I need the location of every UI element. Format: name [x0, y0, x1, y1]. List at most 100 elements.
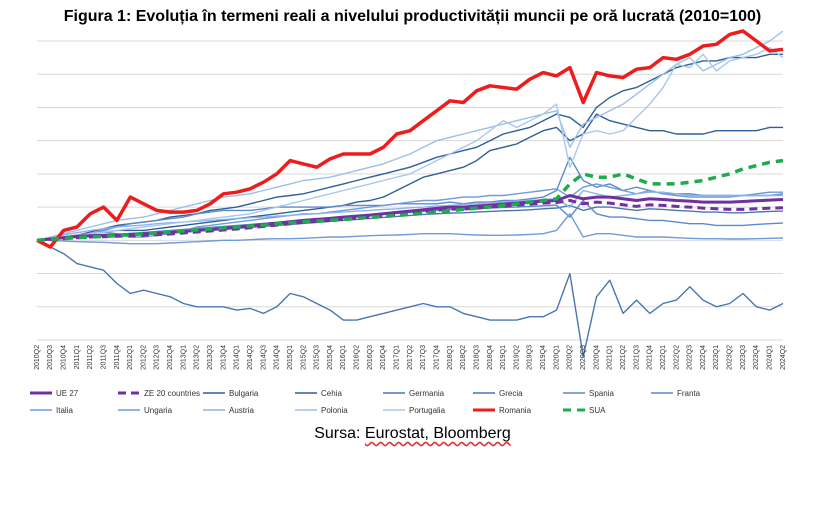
legend-item: SUA — [563, 406, 606, 415]
x-tick-label: 2016Q2 — [354, 345, 361, 370]
gridlines — [37, 40, 783, 341]
x-tick-label: 2023Q1 — [713, 345, 720, 370]
x-tick-label: 2011Q3 — [100, 345, 107, 369]
x-tick-label: 2024Q2 — [780, 345, 787, 370]
x-tick-label: 2013Q1 — [180, 345, 187, 370]
legend-label: Cehia — [321, 389, 342, 398]
x-tick-label: 2010Q3 — [47, 345, 54, 370]
x-tick-label: 2010Q2 — [34, 345, 41, 370]
legend-label: SUA — [589, 406, 606, 415]
x-tick-label: 2017Q3 — [420, 345, 427, 370]
legend-item: Polonia — [295, 406, 348, 415]
source-prefix: Sursa: — [314, 425, 365, 442]
x-tick-label: 2021Q3 — [633, 345, 640, 370]
x-tick-label: 2024Q1 — [767, 345, 774, 370]
legend-label: Romania — [499, 406, 532, 415]
legend-item: Germania — [383, 389, 445, 398]
x-tick-label: 2015Q2 — [300, 345, 307, 370]
x-tick-label: 2017Q2 — [407, 345, 414, 370]
x-tick-label: 2019Q1 — [500, 345, 507, 370]
legend-item: Bulgaria — [203, 389, 259, 398]
x-tick-label: 2012Q4 — [167, 345, 174, 370]
series-line-grecia — [36, 239, 784, 358]
x-tick-label: 2021Q2 — [620, 345, 627, 370]
x-tick-label: 2014Q1 — [234, 345, 241, 370]
x-tick-label: 2014Q3 — [260, 345, 267, 370]
legend-label: Ungaria — [144, 406, 173, 415]
series-line-sua — [36, 158, 784, 243]
x-tick-label: 2018Q4 — [487, 345, 494, 370]
legend-label: Spania — [589, 389, 614, 398]
legend-item: Ungaria — [118, 406, 173, 415]
legend-item: Cehia — [295, 389, 342, 398]
series-line-portugalia — [36, 46, 784, 241]
x-tick-label: 2018Q2 — [460, 345, 467, 370]
legend-item: Spania — [563, 389, 614, 398]
series-line-ze-20-countries — [36, 199, 784, 242]
x-tick-label: 2021Q1 — [607, 345, 614, 370]
x-tick-label: 2020Q1 — [553, 345, 560, 370]
x-tick-label: 2011Q4 — [114, 345, 121, 369]
series-line-italia — [37, 213, 784, 245]
series-line-polonia — [36, 30, 784, 241]
legend-label: Franta — [677, 389, 701, 398]
x-tick-label: 2013Q4 — [220, 345, 227, 370]
legend-label: Bulgaria — [229, 389, 259, 398]
x-tick-label: 2020Q2 — [567, 345, 574, 370]
x-tick-label: 2023Q4 — [753, 345, 760, 370]
legend-item: UE 27 — [30, 389, 79, 398]
x-tick-label: 2022Q2 — [673, 345, 680, 370]
legend-item: Portugalia — [383, 406, 446, 415]
legend-label: Polonia — [321, 406, 348, 415]
series-line-romania — [36, 29, 784, 249]
x-tick-label: 2020Q3 — [580, 345, 587, 370]
x-tick-label: 2011Q2 — [87, 345, 94, 369]
series-line-austria — [36, 189, 783, 241]
x-tick-label: 2016Q3 — [367, 345, 374, 370]
x-axis-ticks: 2010Q2 2010Q3 2010Q4 2011Q1 2011Q2 2011Q3 2011… — [34, 345, 787, 370]
legend-label: Austria — [229, 406, 254, 415]
legend-label: Germania — [409, 389, 445, 398]
x-tick-label: 2018Q3 — [473, 345, 480, 370]
x-tick-label: 2023Q2 — [727, 345, 734, 370]
x-tick-label: 2017Q1 — [394, 345, 401, 370]
series-line-cehia — [36, 113, 783, 241]
legend-label: Italia — [56, 406, 73, 415]
x-tick-label: 2020Q4 — [593, 345, 600, 370]
x-tick-label: 2014Q2 — [247, 345, 254, 370]
x-tick-label: 2011Q1 — [74, 345, 81, 369]
legend-label: Portugalia — [409, 406, 446, 415]
x-tick-label: 2022Q4 — [700, 345, 707, 370]
x-tick-label: 2010Q4 — [60, 345, 67, 370]
source-text: Eurostat, Bloomberg — [364, 425, 511, 442]
chart-title: Figura 1: Evoluția în termeni reali a ni… — [63, 8, 762, 25]
x-tick-label: 2016Q1 — [340, 345, 347, 370]
legend-item: ZE 20 countries — [118, 389, 200, 398]
series-line-ue-27 — [36, 194, 784, 242]
legend-item: Italia — [30, 406, 73, 415]
legend: UE 27 ZE 20 countries Bulgaria Cehia Germani… — [30, 389, 701, 415]
x-tick-label: 2023Q3 — [740, 345, 747, 370]
x-tick-label: 2017Q4 — [433, 345, 440, 370]
x-tick-label: 2022Q3 — [687, 345, 694, 370]
x-tick-label: 2015Q3 — [314, 345, 321, 370]
x-tick-label: 2012Q3 — [154, 345, 161, 370]
x-tick-label: 2012Q1 — [127, 345, 134, 370]
x-tick-label: 2013Q3 — [207, 345, 214, 370]
x-tick-label: 2021Q4 — [647, 345, 654, 370]
legend-label: UE 27 — [56, 389, 79, 398]
x-tick-label: 2012Q2 — [140, 345, 147, 370]
legend-label: ZE 20 countries — [144, 389, 200, 398]
legend-item: Austria — [203, 406, 254, 415]
x-tick-label: 2019Q4 — [540, 345, 547, 370]
x-tick-label: 2013Q2 — [194, 345, 201, 370]
source-note: Sursa: Eurostat, Bloomberg — [0, 425, 825, 443]
x-tick-label: 2018Q1 — [447, 345, 454, 370]
legend-item: Romania — [473, 406, 532, 415]
x-tick-label: 2019Q3 — [527, 345, 534, 370]
series-lines — [36, 29, 784, 358]
x-tick-label: 2014Q4 — [274, 345, 281, 370]
legend-item: Grecia — [473, 389, 523, 398]
x-tick-label: 2015Q1 — [287, 345, 294, 370]
